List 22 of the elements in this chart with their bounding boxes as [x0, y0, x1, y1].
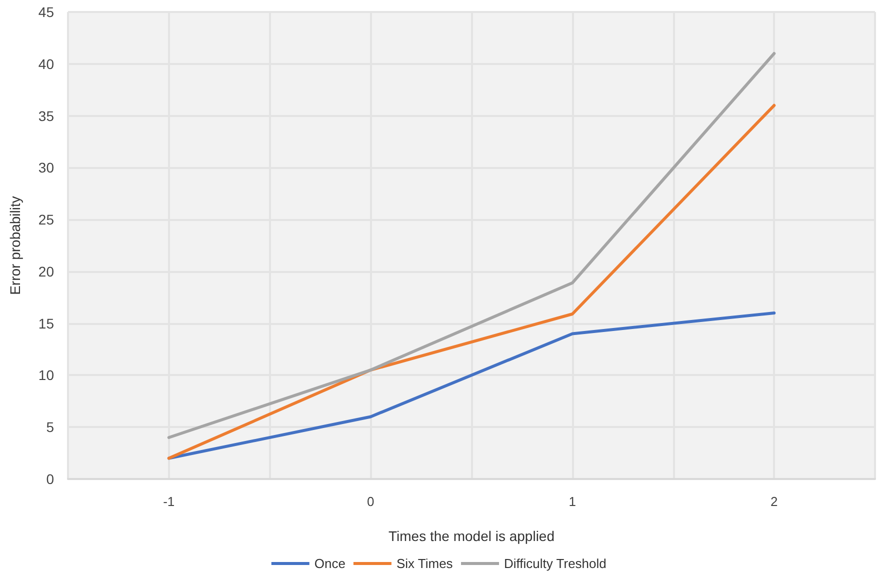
x-tick-label: -1 — [163, 494, 175, 509]
y-axis-title: Error probability — [7, 196, 23, 295]
x-tick-label: 1 — [568, 494, 576, 509]
x-tick-label: 0 — [367, 494, 374, 509]
legend-label: Once — [314, 556, 346, 571]
y-tick-label: 40 — [38, 56, 54, 72]
legend-label: Six Times — [396, 556, 454, 571]
line-series — [167, 311, 776, 460]
y-tick-label: 15 — [38, 315, 54, 332]
x-tick-label: 2 — [770, 494, 778, 509]
y-tick-label: 0 — [46, 471, 54, 487]
line-series — [167, 104, 776, 460]
y-tick-label: 45 — [38, 4, 54, 20]
line-series — [167, 52, 776, 439]
x-axis-title: Times the model is applied — [388, 528, 555, 544]
legend-label: Difficulty Treshold — [504, 556, 606, 571]
y-tick-label: 25 — [38, 212, 54, 228]
y-tick-label: 35 — [38, 108, 54, 124]
y-tick-label: 10 — [38, 367, 54, 384]
y-tick-label: 5 — [46, 419, 54, 436]
y-tick-label: 20 — [38, 263, 54, 280]
y-tick-label: 30 — [38, 160, 54, 176]
